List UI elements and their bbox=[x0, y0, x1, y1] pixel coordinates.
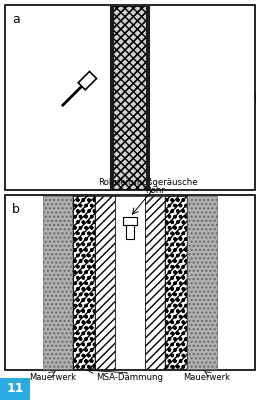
Text: Mauerwerk: Mauerwerk bbox=[184, 373, 231, 382]
Text: Rohr: Rohr bbox=[145, 186, 165, 195]
Bar bbox=[187, 196, 217, 369]
Bar bbox=[110, 6, 114, 189]
Bar bbox=[165, 196, 187, 369]
Bar bbox=[112, 6, 148, 189]
Bar bbox=[0, 378, 30, 400]
Bar bbox=[73, 196, 95, 369]
Bar bbox=[112, 6, 148, 189]
Text: Mauerwerk: Mauerwerk bbox=[29, 373, 76, 382]
Bar bbox=[43, 196, 73, 369]
Bar bbox=[165, 196, 187, 369]
Polygon shape bbox=[78, 72, 96, 90]
Bar bbox=[146, 6, 150, 189]
Text: MSA-Dämmung: MSA-Dämmung bbox=[96, 373, 164, 382]
Bar bbox=[123, 217, 137, 225]
Bar bbox=[145, 196, 165, 369]
Bar bbox=[126, 225, 134, 239]
Bar bbox=[115, 196, 145, 369]
Bar bbox=[73, 196, 95, 369]
Bar bbox=[5, 5, 255, 190]
Text: 11: 11 bbox=[6, 382, 24, 396]
Text: Rohrleitungsgeräusche: Rohrleitungsgeräusche bbox=[98, 178, 198, 187]
Bar bbox=[5, 195, 255, 370]
Bar bbox=[95, 196, 115, 369]
Text: a: a bbox=[12, 13, 20, 26]
Text: b: b bbox=[12, 203, 20, 216]
